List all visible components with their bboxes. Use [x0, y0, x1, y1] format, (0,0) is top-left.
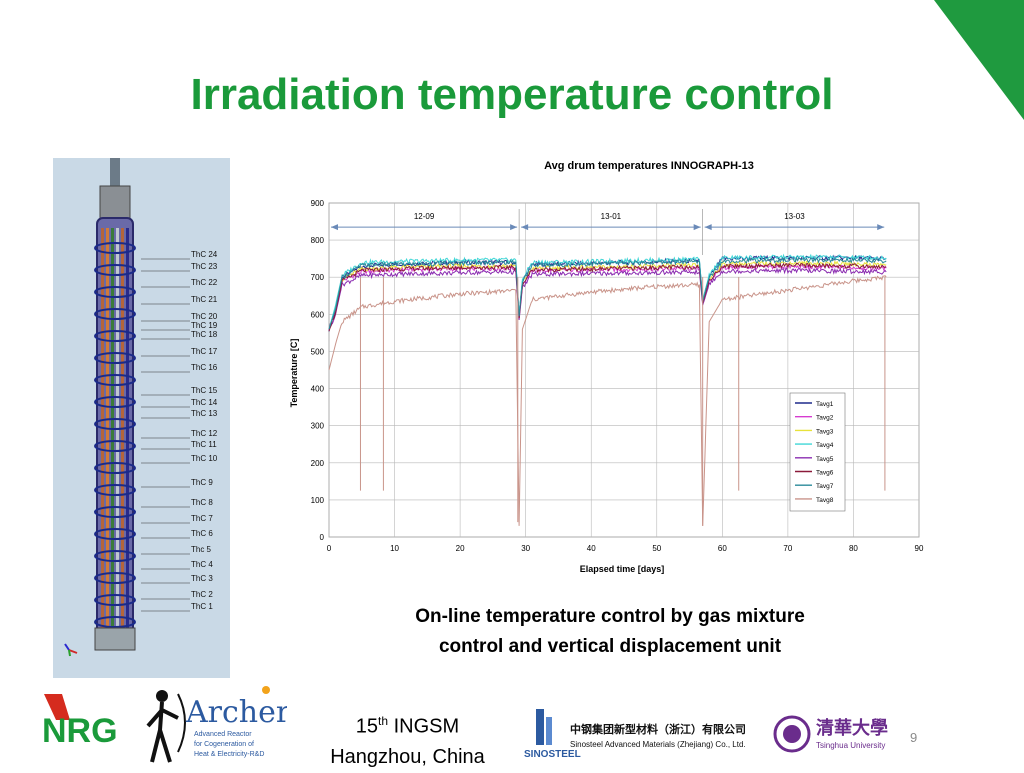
archer-logo: Archer Advanced Reactor for Cogeneration… — [142, 682, 291, 768]
reactor-label: ThC 7 — [191, 514, 213, 523]
reactor-label: ThC 19 — [191, 321, 218, 330]
legend-label: Tavg2 — [816, 415, 834, 422]
x-tick-label: 80 — [849, 544, 858, 553]
conference-info: 15th INGSM Hangzhou, China — [315, 706, 500, 772]
period-arrowhead — [704, 224, 712, 231]
y-tick-label: 400 — [311, 385, 325, 394]
y-tick-label: 0 — [320, 533, 325, 542]
reactor-base — [94, 627, 136, 651]
reactor-label: ThC 22 — [191, 278, 218, 287]
reactor-label: ThC 3 — [191, 574, 213, 583]
conference-name: 15th INGSM — [355, 714, 460, 738]
reactor-label: ThC 11 — [191, 440, 217, 449]
svg-text:Advanced Reactor: Advanced Reactor — [194, 731, 252, 738]
legend-label: Tavg7 — [816, 483, 834, 490]
reactor-label: ThC 14 — [191, 398, 218, 407]
period-arrowhead — [877, 224, 885, 231]
svg-text:Heat & Electricity-R&D: Heat & Electricity-R&D — [194, 751, 264, 758]
y-tick-label: 600 — [311, 310, 325, 319]
conference-location: Hangzhou, China — [330, 745, 485, 768]
x-tick-label: 40 — [587, 544, 596, 553]
y-tick-label: 700 — [311, 273, 325, 282]
reactor-label: ThC 4 — [191, 560, 213, 569]
slide-title: Irradiation temperature control — [190, 70, 834, 119]
reactor-schematic: ThC 24 ThC 23 ThC 22 ThC 21 ThC 20 ThC 19 ThC … — [53, 158, 230, 678]
x-tick-label: 20 — [456, 544, 465, 553]
x-tick-label: 60 — [718, 544, 727, 553]
period-arrowhead — [693, 224, 701, 231]
reactor-label: ThC 21 — [191, 295, 218, 304]
reactor-label: ThC 24 — [191, 250, 218, 259]
legend-label: Tavg4 — [816, 442, 834, 449]
x-tick-label: 70 — [783, 544, 792, 553]
reactor-label: ThC 12 — [191, 429, 218, 438]
reactor-label: ThC 18 — [191, 330, 218, 339]
svg-text:for Cogeneration of: for Cogeneration of — [194, 741, 254, 748]
series-line-tavg6 — [328, 261, 887, 332]
reactor-label: ThC 9 — [191, 478, 213, 487]
y-tick-label: 200 — [311, 459, 325, 468]
legend-label: Tavg6 — [816, 470, 834, 477]
period-arrowhead — [331, 224, 338, 231]
chart-caption: On-line temperature control by gas mixtu… — [370, 602, 850, 662]
caption-line-2: control and vertical displacement unit — [438, 636, 782, 657]
reactor-label: ThC 17 — [191, 347, 218, 356]
reactor-label: ThC 16 — [191, 363, 218, 372]
series-line-tavg7 — [328, 256, 887, 330]
period-arrowhead — [510, 224, 518, 231]
y-tick-label: 900 — [311, 199, 325, 208]
period-label: 12-09 — [414, 212, 435, 221]
tsinghua-logo: 清華大學 Tsinghua University — [772, 712, 892, 758]
reactor-label: ThC 2 — [191, 590, 213, 599]
corner-accent — [934, 0, 1024, 120]
period-label: 13-01 — [601, 212, 622, 221]
svg-text:清華大學: 清華大學 — [816, 717, 888, 739]
x-tick-label: 30 — [521, 544, 530, 553]
caption-line-1: On-line temperature control by gas mixtu… — [415, 606, 805, 627]
legend-label: Tavg5 — [816, 456, 834, 463]
reactor-label: ThC 8 — [191, 498, 213, 507]
axis-triad-icon — [64, 643, 78, 657]
reactor-label: ThC 13 — [191, 409, 218, 418]
svg-text:SINOSTEEL: SINOSTEEL — [524, 749, 581, 760]
svg-text:NRG: NRG — [42, 712, 118, 750]
reactor-top-rod — [110, 158, 120, 188]
reactor-label: ThC 23 — [191, 262, 218, 271]
reactor-label: ThC 10 — [191, 454, 218, 463]
sinosteel-logo: SINOSTEEL 中钢集团新型材料（浙江）有限公司 Sinosteel Adv… — [522, 705, 762, 765]
series-line-tavg8 — [328, 275, 887, 526]
y-tick-label: 100 — [311, 496, 325, 505]
x-tick-label: 10 — [390, 544, 399, 553]
legend-label: Tavg1 — [816, 401, 834, 408]
chart-xlabel: Elapsed time [days] — [580, 564, 665, 574]
legend-label: Tavg3 — [816, 428, 834, 435]
temperature-chart: Avg drum temperatures INNOGRAPH-13 Tempe… — [282, 155, 932, 580]
reactor-label: ThC 20 — [191, 312, 218, 321]
series-line-tavg5 — [328, 267, 887, 331]
x-tick-label: 0 — [327, 544, 332, 553]
chart-legend — [789, 392, 846, 512]
svg-text:Archer: Archer — [185, 695, 287, 730]
nrg-logo: NRG — [40, 690, 125, 750]
period-arrowhead — [521, 224, 529, 231]
y-tick-label: 500 — [311, 347, 325, 356]
reactor-label: ThC 1 — [191, 602, 213, 611]
x-tick-label: 50 — [652, 544, 661, 553]
reactor-label: ThC 15 — [191, 386, 218, 395]
chart-title: Avg drum temperatures INNOGRAPH-13 — [544, 160, 754, 172]
legend-label: Tavg8 — [816, 497, 834, 504]
series-line-tavg3 — [328, 259, 887, 330]
chart-ylabel: Temperature [C] — [289, 339, 299, 408]
reactor-label: ThC 6 — [191, 529, 213, 538]
svg-text:中钢集团新型材料（浙江）有限公司: 中钢集团新型材料（浙江）有限公司 — [570, 722, 746, 736]
page-number: 9 — [910, 730, 918, 745]
reactor-label: Thc 5 — [191, 545, 212, 554]
y-tick-label: 300 — [311, 422, 325, 431]
x-tick-label: 90 — [915, 544, 924, 553]
svg-text:Sinosteel Advanced Materials (: Sinosteel Advanced Materials (Zhejiang) … — [570, 740, 746, 749]
period-label: 13-03 — [784, 212, 805, 221]
svg-text:Tsinghua University: Tsinghua University — [816, 741, 885, 750]
y-tick-label: 800 — [311, 236, 325, 245]
